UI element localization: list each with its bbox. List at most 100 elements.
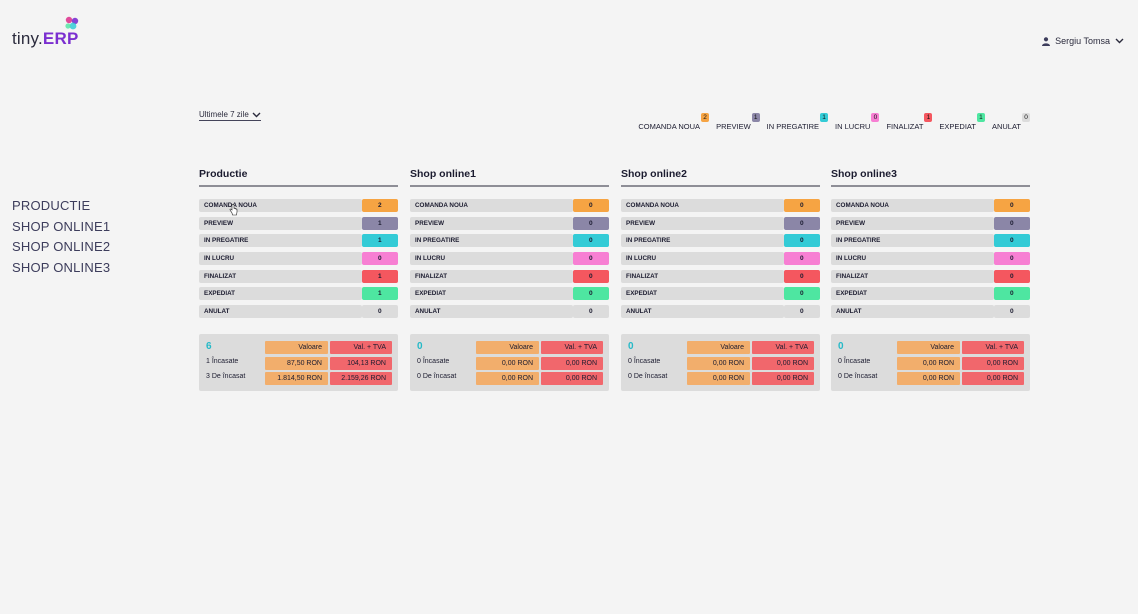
- deincasat-value: 0,00 RON: [476, 372, 539, 386]
- status-count[interactable]: 0: [361, 252, 398, 266]
- period-select[interactable]: Ultimele 7 zile: [199, 110, 261, 121]
- status-count[interactable]: 0: [572, 199, 609, 213]
- status-count[interactable]: 1: [361, 269, 398, 283]
- sidebar-item-productie[interactable]: PRODUCTIE: [12, 198, 91, 213]
- status-label[interactable]: IN LUCRU: [410, 252, 573, 266]
- status-label[interactable]: FINALIZAT: [621, 269, 784, 283]
- status-label[interactable]: EXPEDIAT: [410, 287, 573, 301]
- status-label[interactable]: FINALIZAT: [410, 269, 573, 283]
- summary-panel: 0 Valoare Val. + TVA 0 Încasate 0,00 RON…: [410, 334, 609, 392]
- status-label[interactable]: PREVIEW: [621, 216, 784, 230]
- deincasat-value-tva: 0,00 RON: [541, 372, 603, 386]
- status-row: ANULAT 0: [410, 303, 609, 321]
- sidebar-item-shop-online2[interactable]: SHOP ONLINE2: [12, 239, 111, 255]
- summary-panel: 0 Valoare Val. + TVA 0 Încasate 0,00 RON…: [621, 334, 820, 392]
- header-val-tva: Val. + TVA: [541, 341, 603, 355]
- deincasat-label: 0 De încasat: [838, 373, 878, 381]
- status-count[interactable]: 1: [361, 234, 398, 248]
- status-count[interactable]: 0: [783, 252, 820, 266]
- status-row: ANULAT 0: [831, 303, 1030, 321]
- status-count[interactable]: 0: [993, 234, 1030, 248]
- status-count[interactable]: 0: [993, 199, 1030, 213]
- status-count[interactable]: 0: [783, 304, 820, 318]
- status-label[interactable]: IN PREGATIRE: [621, 234, 784, 248]
- status-label[interactable]: IN PREGATIRE: [831, 234, 994, 248]
- status-count[interactable]: 0: [993, 287, 1030, 301]
- incasate-label: 1 Încasate: [206, 358, 239, 366]
- status-label[interactable]: IN PREGATIRE: [410, 234, 573, 248]
- status-count[interactable]: 1: [361, 216, 398, 230]
- status-count[interactable]: 0: [783, 216, 820, 230]
- status-label[interactable]: COMANDA NOUA: [199, 199, 362, 213]
- status-label[interactable]: IN LUCRU: [199, 252, 362, 266]
- status-label[interactable]: ANULAT: [831, 304, 994, 318]
- status-row: IN LUCRU 0: [831, 250, 1030, 268]
- status-label[interactable]: IN LUCRU: [621, 252, 784, 266]
- deincasat-label: 3 De încasat: [206, 373, 246, 381]
- status-count[interactable]: 0: [572, 269, 609, 283]
- status-label[interactable]: ANULAT: [199, 304, 362, 318]
- legend-label: ANULAT: [991, 122, 1021, 131]
- status-count[interactable]: 0: [993, 216, 1030, 230]
- status-row: COMANDA NOUA 0: [410, 197, 609, 215]
- incasate-label: 0 Încasate: [417, 358, 450, 366]
- status-label[interactable]: COMANDA NOUA: [831, 199, 994, 213]
- user-menu[interactable]: Sergiu Tomsa: [1042, 36, 1124, 46]
- status-row: IN PREGATIRE 0: [831, 232, 1030, 250]
- status-label[interactable]: EXPEDIAT: [831, 287, 994, 301]
- legend-badge: 1: [924, 113, 933, 122]
- status-label[interactable]: IN LUCRU: [831, 252, 994, 266]
- legend-badge: 0: [1022, 113, 1030, 122]
- deincasat-value: 0,00 RON: [897, 372, 960, 386]
- status-count[interactable]: 1: [361, 287, 398, 301]
- status-count[interactable]: 0: [572, 287, 609, 301]
- app-logo[interactable]: tiny.ERP: [12, 16, 92, 48]
- status-label[interactable]: EXPEDIAT: [621, 287, 784, 301]
- status-row: IN LUCRU 0: [410, 250, 609, 268]
- hand-cursor-icon: [229, 204, 238, 216]
- status-label[interactable]: ANULAT: [621, 304, 784, 318]
- status-count[interactable]: 0: [572, 304, 609, 318]
- status-row: FINALIZAT 0: [831, 267, 1030, 285]
- status-count[interactable]: 0: [993, 252, 1030, 266]
- status-label[interactable]: PREVIEW: [410, 216, 573, 230]
- status-count[interactable]: 0: [361, 304, 398, 318]
- deincasat-value-tva: 2.159,26 RON: [330, 372, 392, 386]
- status-row: ANULAT 0: [199, 303, 398, 321]
- status-label[interactable]: FINALIZAT: [199, 269, 362, 283]
- user-name: Sergiu Tomsa: [1055, 36, 1110, 46]
- column-title: Shop online2: [621, 168, 687, 180]
- status-count[interactable]: 2: [361, 199, 398, 213]
- status-count[interactable]: 0: [993, 269, 1030, 283]
- status-count[interactable]: 0: [572, 216, 609, 230]
- status-row: EXPEDIAT 0: [831, 285, 1030, 303]
- status-row: PREVIEW 0: [621, 215, 820, 233]
- header-val-tva: Val. + TVA: [962, 341, 1024, 355]
- status-label[interactable]: COMANDA NOUA: [410, 199, 573, 213]
- header-val-tva: Val. + TVA: [330, 341, 392, 355]
- status-count[interactable]: 0: [783, 287, 820, 301]
- sidebar-item-shop-online1[interactable]: SHOP ONLINE1: [12, 218, 111, 234]
- status-label[interactable]: COMANDA NOUA: [621, 199, 784, 213]
- sidebar-item-shop-online3[interactable]: SHOP ONLINE3: [12, 259, 111, 275]
- summary-panel: 6 Valoare Val. + TVA 1 Încasate 87,50 RO…: [199, 334, 398, 392]
- status-count[interactable]: 0: [993, 304, 1030, 318]
- status-count[interactable]: 0: [783, 269, 820, 283]
- status-legend: COMANDA NOUA 2 PREVIEW 1 IN PREGATIRE 1 …: [631, 113, 1030, 131]
- incasate-value: 0,00 RON: [476, 357, 539, 371]
- status-label[interactable]: PREVIEW: [199, 216, 362, 230]
- status-row: EXPEDIAT 0: [410, 285, 609, 303]
- status-label[interactable]: PREVIEW: [831, 216, 994, 230]
- status-count[interactable]: 0: [572, 234, 609, 248]
- header-valoare: Valoare: [476, 341, 539, 355]
- status-label[interactable]: IN PREGATIRE: [199, 234, 362, 248]
- status-label[interactable]: ANULAT: [410, 304, 573, 318]
- status-label[interactable]: EXPEDIAT: [199, 287, 362, 301]
- order-total: 0: [628, 341, 634, 353]
- status-count[interactable]: 0: [572, 252, 609, 266]
- status-count[interactable]: 0: [783, 199, 820, 213]
- status-count[interactable]: 0: [783, 234, 820, 248]
- status-label[interactable]: FINALIZAT: [831, 269, 994, 283]
- column-title: Productie: [199, 168, 248, 180]
- column-divider: [410, 185, 609, 187]
